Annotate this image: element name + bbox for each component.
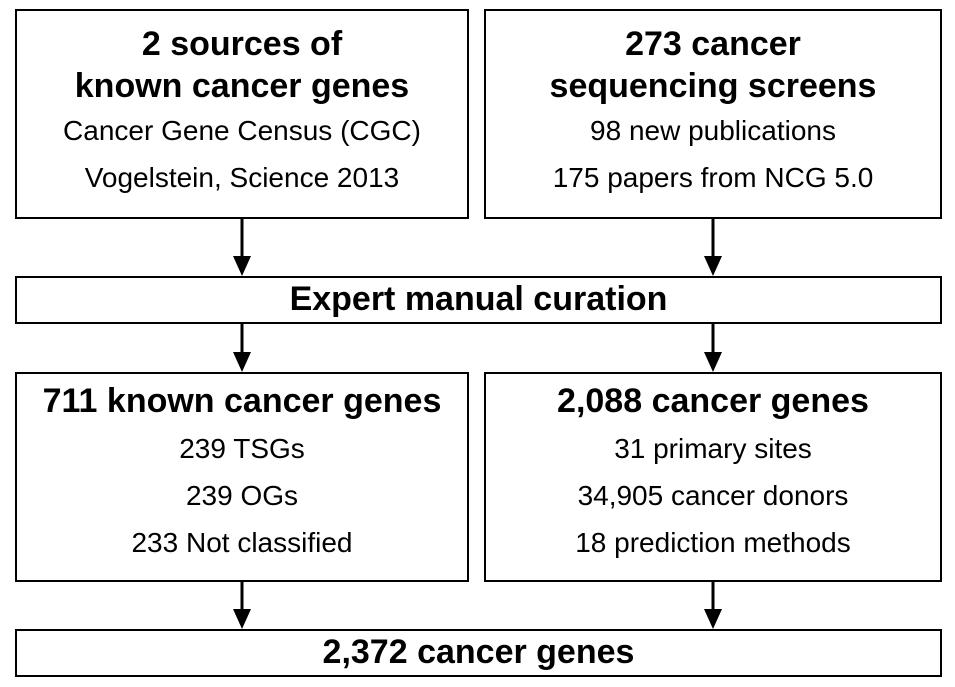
arrowhead-known bbox=[233, 352, 251, 372]
screens-item-new-publications: 98 new publications bbox=[590, 115, 836, 146]
genes-item-primary-sites: 31 primary sites bbox=[614, 433, 812, 464]
expert-curation-box: Expert manual curation bbox=[15, 276, 942, 324]
arrowhead-sources bbox=[233, 256, 251, 276]
candidate-cancer-genes-box: 2,088 cancer genes 31 primary sites 34,9… bbox=[484, 372, 942, 582]
sequencing-screens-box: 273 cancer sequencing screens 98 new pub… bbox=[484, 9, 942, 219]
known-cancer-gene-sources-box: 2 sources of known cancer genes Cancer G… bbox=[15, 9, 469, 219]
genes-title: 2,088 cancer genes bbox=[557, 382, 869, 420]
screens-title-line2: sequencing screens bbox=[549, 67, 877, 105]
arrowhead-final-left bbox=[233, 609, 251, 629]
total-cancer-genes-box: 2,372 cancer genes bbox=[15, 629, 942, 677]
sources-title-line1: 2 sources of bbox=[141, 25, 343, 63]
known-item-not-classified: 233 Not classified bbox=[131, 527, 353, 558]
known-title: 711 known cancer genes bbox=[42, 382, 442, 420]
screens-item-ncg-papers: 175 papers from NCG 5.0 bbox=[552, 162, 874, 193]
arrowhead-genes bbox=[704, 352, 722, 372]
screens-title-line1: 273 cancer bbox=[625, 25, 801, 63]
genes-item-methods: 18 prediction methods bbox=[575, 527, 851, 558]
known-item-ogs: 239 OGs bbox=[185, 480, 299, 511]
sources-title-line2: known cancer genes bbox=[74, 67, 410, 105]
arrowhead-final-right bbox=[704, 609, 722, 629]
arrowhead-screens bbox=[704, 256, 722, 276]
genes-item-donors: 34,905 cancer donors bbox=[577, 480, 849, 511]
final-label: 2,372 cancer genes bbox=[322, 633, 635, 671]
known-item-tsgs: 239 TSGs bbox=[179, 433, 305, 464]
known-cancer-genes-box: 711 known cancer genes 239 TSGs 239 OGs … bbox=[15, 372, 469, 582]
sources-item-vogelstein: Vogelstein, Science 2013 bbox=[84, 162, 400, 193]
sources-item-cgc: Cancer Gene Census (CGC) bbox=[63, 115, 421, 146]
curation-label: Expert manual curation bbox=[289, 280, 668, 318]
